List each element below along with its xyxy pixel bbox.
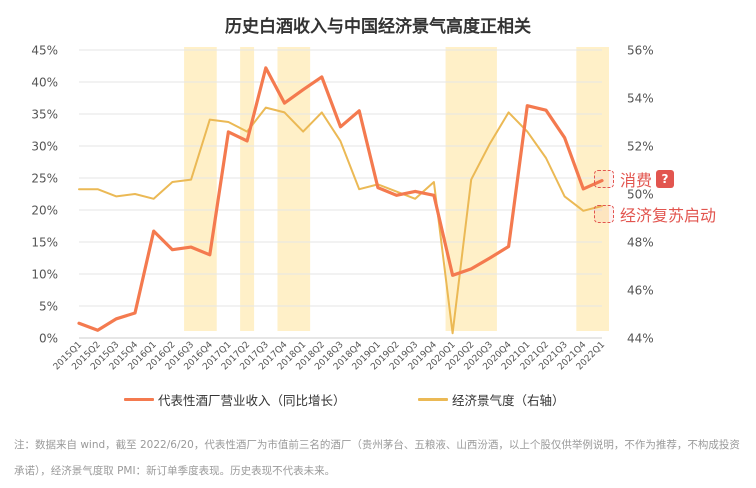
y-right-tick-label: 54% <box>627 92 654 106</box>
y-left-tick-label: 0% <box>39 332 58 346</box>
legend-label-pmi: 经济景气度（右轴） <box>452 393 565 408</box>
legend-item-pmi: 经济景气度（右轴） <box>418 390 565 409</box>
shaded-period-3 <box>445 47 497 331</box>
shaded-period-2 <box>277 47 311 331</box>
y-axis-right: 44% 46% 48% 50% 52% 54% 56% <box>627 44 654 346</box>
x-axis: 2015Q12015Q22015Q32015Q42016Q12016Q22016… <box>52 340 607 373</box>
y-left-tick-label: 15% <box>31 236 58 250</box>
y-right-tick-label: 48% <box>627 236 654 250</box>
legend-swatch-pmi <box>418 398 448 401</box>
y-left-tick-label: 25% <box>31 172 58 186</box>
y-right-tick-label: 52% <box>627 140 654 154</box>
y-left-tick-label: 5% <box>39 300 58 314</box>
legend-item-revenue: 代表性酒厂营业收入（同比增长） <box>124 390 346 409</box>
shaded-period-1 <box>240 47 255 331</box>
y-left-tick-label: 35% <box>31 108 58 122</box>
series-line-pmi <box>78 106 603 335</box>
annotation-consumption-marker <box>594 170 614 188</box>
y-left-tick-label: 20% <box>31 204 58 218</box>
y-left-tick-label: 10% <box>31 268 58 282</box>
annotation-recovery: 经济复苏启动 <box>594 202 716 226</box>
y-left-tick-label: 45% <box>31 44 58 58</box>
legend-swatch-revenue <box>124 398 154 401</box>
y-right-tick-label: 56% <box>627 44 654 58</box>
y-right-tick-label: 50% <box>627 188 654 202</box>
y-left-tick-label: 30% <box>31 140 58 154</box>
series-line-revenue <box>77 66 604 332</box>
series-lines <box>77 66 604 335</box>
y-right-tick-label: 46% <box>627 284 654 298</box>
gridlines <box>79 49 602 339</box>
annotation-recovery-marker <box>594 205 614 223</box>
y-axis-left: 0% 5% 10% 15% 20% 25% 30% 35% 40% 45% <box>31 44 58 346</box>
annotation-consumption: 消费 ? <box>594 167 675 191</box>
annotation-recovery-text: 经济复苏启动 <box>620 206 717 225</box>
y-left-tick-label: 40% <box>31 76 58 90</box>
legend: 代表性酒厂营业收入（同比增长） 经济景气度（右轴） <box>0 390 756 410</box>
annotation-consumption-text: 消费 <box>620 171 653 190</box>
shaded-periods <box>184 47 609 331</box>
footnote: 注：数据来自 wind，截至 2022/6/20，代表性酒厂为市值前三名的酒厂（… <box>14 439 740 477</box>
legend-label-revenue: 代表性酒厂营业收入（同比增长） <box>158 393 346 408</box>
chart-title: 历史白酒收入与中国经济景气高度正相关 <box>225 17 531 37</box>
question-badge-icon: ? <box>656 170 675 188</box>
y-right-tick-label: 44% <box>627 332 654 346</box>
shaded-period-0 <box>184 47 217 331</box>
